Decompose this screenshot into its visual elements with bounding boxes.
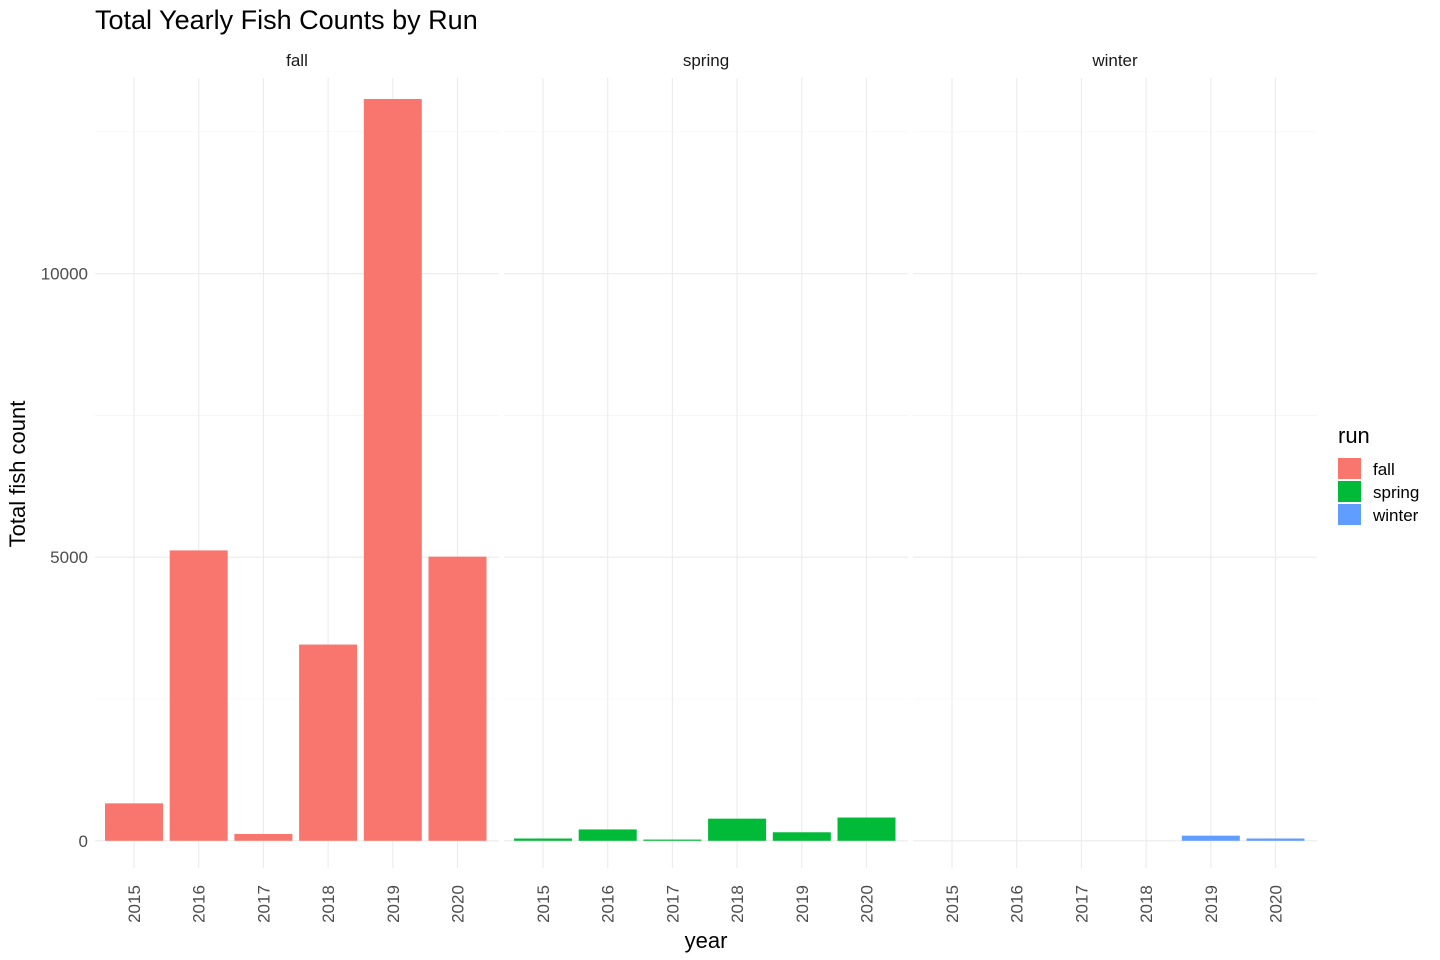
facet-panels: fall 2015 2016 2017 2018 2019 2020 spring 2015 20… — [95, 51, 1317, 923]
x-tick-label: 2019 — [793, 885, 812, 923]
legend: run fall spring winter — [1338, 423, 1419, 525]
x-tick-label: 2019 — [1202, 885, 1221, 923]
facet-panel-fall: fall 2015 2016 2017 2018 2019 2020 — [95, 51, 499, 923]
x-tick-label: 2018 — [728, 885, 747, 923]
bar-spring-2018 — [708, 818, 767, 841]
bar-spring-2019 — [772, 832, 831, 841]
legend-label-fall: fall — [1373, 460, 1395, 479]
bar-spring-2020 — [837, 817, 896, 841]
x-tick-label: 2020 — [1267, 885, 1286, 923]
legend-label-winter: winter — [1372, 506, 1419, 525]
y-axis-ticks: 0 5000 10000 — [41, 265, 88, 851]
x-tick-label: 2020 — [858, 885, 877, 923]
x-tick-label: 2018 — [1137, 885, 1156, 923]
bar-fall-2019 — [363, 98, 422, 841]
x-tick-label: 2017 — [1072, 885, 1091, 923]
bar-fall-2018 — [299, 644, 358, 841]
x-tick-label: 2016 — [1008, 885, 1027, 923]
x-tick-label: 2019 — [384, 885, 403, 923]
x-tick-label: 2020 — [449, 885, 468, 923]
facet-label-spring: spring — [683, 51, 729, 70]
chart-title: Total Yearly Fish Counts by Run — [95, 5, 478, 35]
bar-fall-2017 — [234, 833, 293, 841]
facet-panel-spring: spring 2015 2016 2017 2018 2019 2020 — [504, 51, 908, 923]
bar-fall-2016 — [169, 550, 228, 841]
bar-fall-2020 — [428, 556, 487, 841]
legend-key-fall — [1338, 458, 1361, 479]
facet-label-fall: fall — [286, 51, 308, 70]
x-tick-label: 2017 — [254, 885, 273, 923]
legend-label-spring: spring — [1373, 483, 1419, 502]
bar-fall-2015 — [105, 803, 163, 841]
facet-label-winter: winter — [1091, 51, 1138, 70]
x-tick-label: 2015 — [125, 885, 144, 923]
legend-key-winter — [1338, 504, 1361, 525]
x-tick-label: 2018 — [319, 885, 338, 923]
x-axis-title: year — [685, 928, 728, 953]
x-tick-label: 2016 — [190, 885, 209, 923]
y-tick-label: 5000 — [50, 548, 88, 567]
x-tick-label: 2017 — [663, 885, 682, 923]
bar-spring-2016 — [578, 829, 637, 841]
bar-spring-2015 — [514, 838, 572, 841]
legend-key-spring — [1338, 481, 1361, 502]
legend-title: run — [1338, 423, 1370, 448]
facet-panel-winter: winter 2015 2016 2017 2018 2019 2020 — [913, 51, 1317, 923]
x-tick-label: 2015 — [534, 885, 553, 923]
y-axis-title: Total fish count — [5, 401, 30, 548]
bar-spring-2017 — [643, 839, 702, 841]
x-tick-label: 2015 — [943, 885, 962, 923]
y-tick-label: 10000 — [41, 265, 88, 284]
bar-winter-2019 — [1181, 835, 1240, 841]
bar-winter-2020 — [1246, 838, 1305, 841]
y-tick-label: 0 — [79, 832, 88, 851]
x-tick-label: 2016 — [599, 885, 618, 923]
